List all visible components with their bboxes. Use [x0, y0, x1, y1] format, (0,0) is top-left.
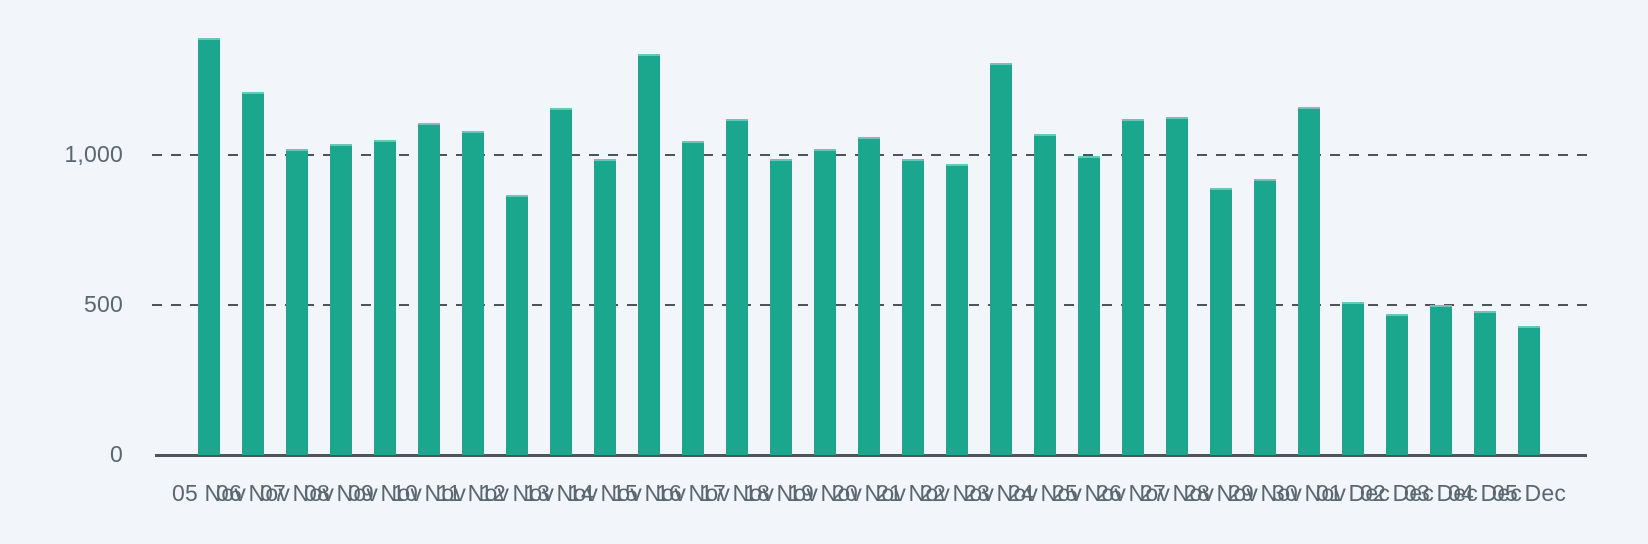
- x-tick-label-01-dec: 01 Dec: [1315, 480, 1391, 506]
- bar-07-nov[interactable]: [286, 149, 308, 455]
- bar-02-dec[interactable]: [1386, 314, 1408, 455]
- y-tick-label-500: 500: [84, 291, 123, 317]
- x-tick-label-26-nov: 26 Nov: [1095, 480, 1171, 506]
- x-tick-label-27-nov: 27 Nov: [1139, 480, 1215, 506]
- x-axis-line: [155, 454, 1587, 457]
- x-tick-label-28-nov: 28 Nov: [1183, 480, 1259, 506]
- y-tick-label-0: 0: [110, 441, 123, 467]
- bar-12-nov[interactable]: [506, 195, 528, 455]
- y-tick-label-1000: 1,000: [64, 141, 123, 167]
- bar-30-nov[interactable]: [1298, 107, 1320, 455]
- x-tick-label-05-dec: 05 Dec: [1491, 480, 1567, 506]
- x-tick-label-10-nov: 10 Nov: [391, 480, 467, 506]
- x-tick-label-05-nov: 05 Nov: [171, 480, 247, 506]
- x-tick-label-14-nov: 14 Nov: [567, 480, 643, 506]
- bar-08-nov[interactable]: [330, 144, 352, 455]
- bar-20-nov[interactable]: [858, 137, 880, 455]
- x-tick-label-16-nov: 16 Nov: [655, 480, 731, 506]
- x-tick-label-18-nov: 18 Nov: [743, 480, 819, 506]
- bar-21-nov[interactable]: [902, 159, 924, 455]
- x-tick-label-06-nov: 06 Nov: [215, 480, 291, 506]
- bar-16-nov[interactable]: [682, 141, 704, 455]
- bar-24-nov[interactable]: [1034, 134, 1056, 455]
- bar-11-nov[interactable]: [462, 131, 484, 455]
- x-tick-label-17-nov: 17 Nov: [699, 480, 775, 506]
- x-tick-label-04-dec: 04 Dec: [1447, 480, 1523, 506]
- bar-29-nov[interactable]: [1254, 179, 1276, 455]
- bar-05-nov[interactable]: [198, 38, 220, 455]
- bar-13-nov[interactable]: [550, 108, 572, 455]
- bar-26-nov[interactable]: [1122, 119, 1144, 455]
- bar-18-nov[interactable]: [770, 159, 792, 455]
- bar-03-dec[interactable]: [1430, 305, 1452, 455]
- x-tick-label-02-dec: 02 Dec: [1359, 480, 1435, 506]
- bar-14-nov[interactable]: [594, 159, 616, 455]
- bar-05-dec[interactable]: [1518, 326, 1540, 455]
- x-tick-label-20-nov: 20 Nov: [831, 480, 907, 506]
- bar-19-nov[interactable]: [814, 149, 836, 455]
- x-tick-label-03-dec: 03 Dec: [1403, 480, 1479, 506]
- x-tick-label-19-nov: 19 Nov: [787, 480, 863, 506]
- x-tick-label-21-nov: 21 Nov: [875, 480, 951, 506]
- bar-15-nov[interactable]: [638, 54, 660, 455]
- x-tick-label-25-nov: 25 Nov: [1051, 480, 1127, 506]
- x-tick-label-07-nov: 07 Nov: [259, 480, 335, 506]
- x-tick-label-15-nov: 15 Nov: [611, 480, 687, 506]
- x-tick-label-24-nov: 24 Nov: [1007, 480, 1083, 506]
- bar-10-nov[interactable]: [418, 123, 440, 455]
- x-tick-label-13-nov: 13 Nov: [523, 480, 599, 506]
- x-tick-label-22-nov: 22 Nov: [919, 480, 995, 506]
- x-tick-label-30-nov: 30 Nov: [1271, 480, 1347, 506]
- bar-04-dec[interactable]: [1474, 311, 1496, 455]
- bar-28-nov[interactable]: [1210, 188, 1232, 455]
- bar-01-dec[interactable]: [1342, 302, 1364, 455]
- plot-area: [152, 0, 1589, 457]
- bar-25-nov[interactable]: [1078, 156, 1100, 455]
- x-tick-label-08-nov: 08 Nov: [303, 480, 379, 506]
- bar-27-nov[interactable]: [1166, 117, 1188, 455]
- x-tick-label-29-nov: 29 Nov: [1227, 480, 1303, 506]
- bar-17-nov[interactable]: [726, 119, 748, 455]
- bar-06-nov[interactable]: [242, 92, 264, 455]
- x-tick-label-12-nov: 12 Nov: [479, 480, 555, 506]
- bar-09-nov[interactable]: [374, 140, 396, 455]
- x-tick-label-09-nov: 09 Nov: [347, 480, 423, 506]
- bar-23-nov[interactable]: [990, 63, 1012, 455]
- x-tick-label-11-nov: 11 Nov: [436, 480, 510, 506]
- x-tick-label-23-nov: 23 Nov: [963, 480, 1039, 506]
- bar-22-nov[interactable]: [946, 164, 968, 455]
